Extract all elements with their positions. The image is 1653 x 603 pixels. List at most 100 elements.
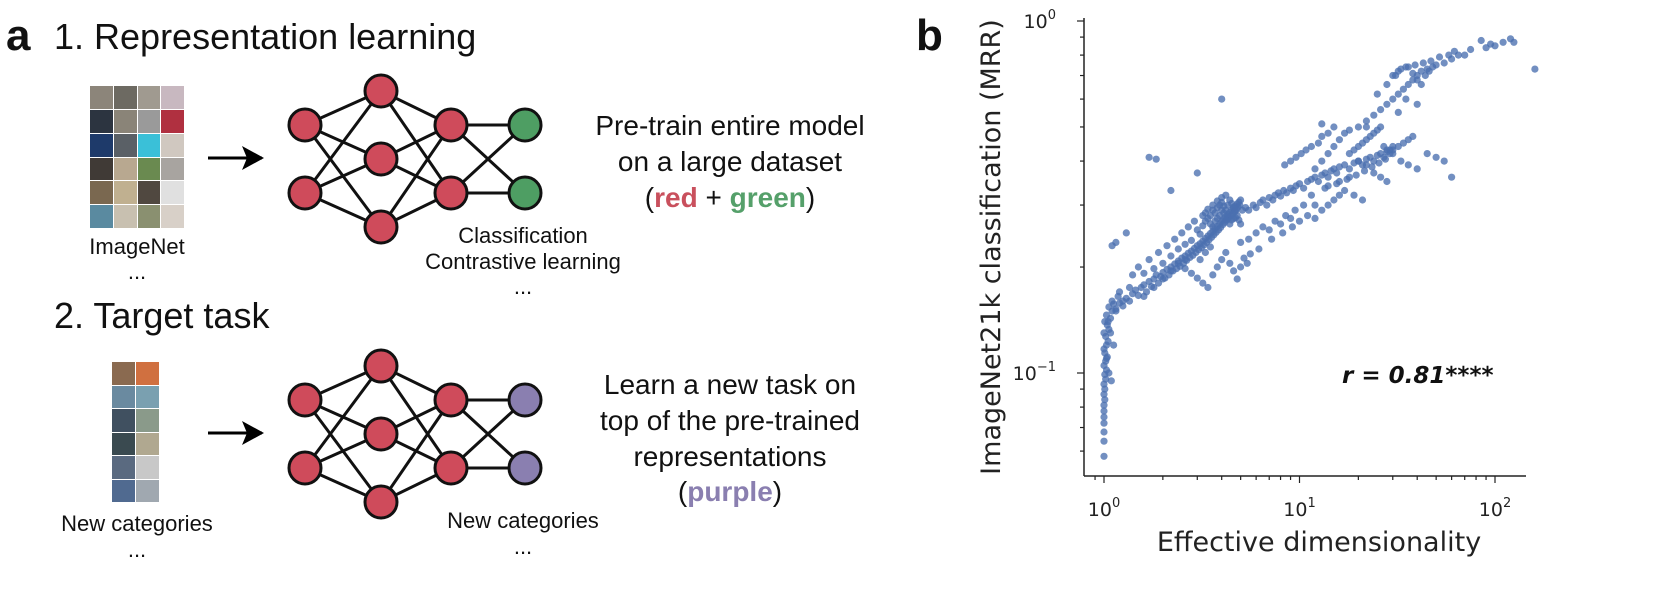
scatter-point — [1193, 274, 1201, 282]
scatter-point — [1314, 139, 1322, 147]
scatter-point — [1163, 242, 1171, 250]
paren-close: ) — [772, 476, 783, 508]
scatter-point — [1419, 59, 1427, 67]
green-word: green — [729, 181, 806, 213]
scatter-point — [1199, 212, 1207, 220]
scatter-point — [1491, 42, 1499, 50]
scatter-point — [1268, 235, 1276, 243]
scatter-point — [1397, 157, 1405, 165]
scatter-point — [1145, 153, 1153, 161]
scatter-point — [1230, 267, 1238, 275]
scatter-point — [1174, 245, 1182, 253]
scatter-point — [1193, 169, 1201, 177]
scatter-point — [1345, 126, 1353, 134]
correlation-value: r = 0.81 — [1342, 363, 1445, 389]
pretrain-desc-line1: Pre-train entire model — [595, 110, 865, 141]
scatter-point — [1402, 95, 1410, 103]
scatter-point — [1259, 223, 1267, 231]
scatter-point — [1362, 117, 1370, 125]
scatter-point — [1341, 186, 1349, 195]
scatter-point — [1288, 223, 1296, 231]
node — [287, 175, 323, 211]
scatter-point — [1404, 161, 1412, 169]
scatter-point — [1100, 413, 1108, 421]
imagenet-label: ImageNet — [89, 234, 185, 259]
purple-word: purple — [687, 476, 773, 508]
scatter-point — [1102, 354, 1111, 362]
scatter-point — [1100, 419, 1108, 427]
scatter-point — [1368, 163, 1376, 171]
scatter-point — [1409, 132, 1417, 140]
head-node — [507, 382, 543, 418]
scatter-point — [1246, 250, 1254, 258]
node — [287, 107, 323, 143]
scatter-point — [1237, 238, 1245, 246]
scatter-point — [1125, 283, 1134, 292]
scatter-point — [1450, 47, 1458, 55]
scatter-point — [1181, 240, 1189, 248]
scatter-point — [1307, 191, 1315, 199]
scatter-point — [1115, 288, 1124, 296]
scatter-point — [1311, 214, 1319, 222]
network-pretrain — [208, 73, 543, 245]
scatter-point — [1167, 186, 1175, 195]
x-tick-label: 101 — [1283, 496, 1315, 521]
scatter-point — [1154, 248, 1163, 257]
scatter-point — [1100, 452, 1108, 460]
scatter-point — [1350, 191, 1358, 199]
pretrain-head-caption-3: ... — [513, 274, 533, 299]
scatter-point — [1324, 182, 1332, 190]
scatter-point — [1345, 165, 1353, 173]
scatter-point — [1377, 106, 1385, 114]
scatter-point — [1358, 196, 1367, 204]
scatter-point — [1373, 90, 1381, 98]
scatter-point — [1404, 63, 1412, 71]
scatter-point — [1134, 263, 1142, 271]
scatter-point — [1432, 61, 1440, 69]
scatter-point — [1409, 69, 1417, 77]
scatter-point — [1445, 51, 1453, 59]
scatter-point — [1252, 229, 1260, 237]
scatter-point — [1287, 157, 1295, 165]
scatter-point — [1324, 173, 1332, 181]
node — [363, 141, 399, 177]
scatter-point — [1427, 57, 1435, 65]
scatter-point — [1104, 318, 1112, 326]
node — [363, 209, 399, 245]
significance-stars: **** — [1445, 363, 1493, 389]
target-desc-line4: (purple) — [580, 474, 880, 510]
scatter-point — [1448, 173, 1456, 181]
scatter-point — [1184, 223, 1192, 231]
scatter-point — [1150, 265, 1158, 273]
scatter-point — [1196, 256, 1204, 264]
scatter-point — [1383, 80, 1391, 89]
scatter-point — [1413, 100, 1421, 108]
scatter-point — [1360, 167, 1369, 175]
scatter-point — [1245, 206, 1253, 214]
scatter-point — [1100, 428, 1108, 436]
pretrain-head-caption-1: Classification — [458, 223, 588, 248]
node — [363, 416, 399, 452]
scatter-point — [1362, 161, 1370, 169]
scatter-point — [1318, 132, 1326, 140]
scatter-point — [1100, 437, 1108, 445]
node — [287, 382, 323, 418]
scatter-point — [1307, 142, 1315, 151]
scatter-point — [1311, 201, 1319, 209]
scatter-point — [1140, 281, 1148, 289]
scatter-point — [1531, 65, 1539, 73]
scatter-point — [1324, 129, 1332, 137]
target-desc-line3: representations — [633, 440, 827, 472]
scatter-point — [1140, 292, 1148, 300]
scatter-point — [1226, 220, 1234, 228]
scatter-point — [1386, 150, 1394, 158]
scatter-point — [1213, 214, 1221, 222]
scatter-point — [1295, 217, 1304, 225]
scatter-point — [1304, 212, 1312, 220]
scatter-point — [1432, 153, 1440, 161]
head-node — [507, 450, 543, 486]
scatter-point — [1467, 45, 1475, 54]
scatter-point — [1105, 369, 1113, 377]
pretrain-desc-line2: on a large dataset — [617, 145, 843, 177]
scatter-point — [1335, 177, 1343, 186]
